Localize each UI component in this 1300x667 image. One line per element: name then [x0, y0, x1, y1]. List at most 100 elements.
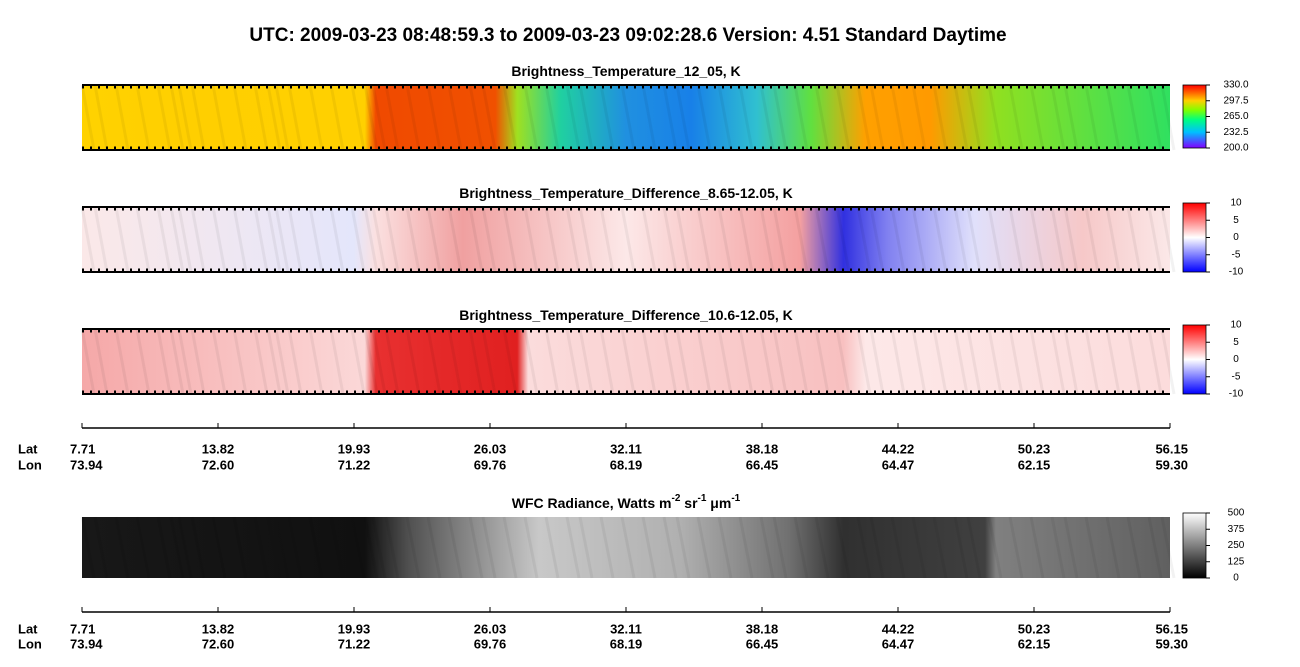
- texture: [814, 84, 830, 151]
- texture: [772, 206, 788, 273]
- lat-label: 50.23: [1018, 621, 1051, 636]
- texture: [253, 206, 269, 273]
- texture: [717, 206, 733, 273]
- texture: [966, 328, 982, 395]
- lat-label: 19.93: [338, 621, 371, 636]
- texture: [759, 84, 775, 151]
- texture: [481, 328, 497, 395]
- texture: [1147, 84, 1163, 151]
- texture: [1105, 516, 1121, 579]
- texture: [308, 206, 324, 273]
- texture: [620, 328, 636, 395]
- colorbar-label: 0: [1233, 232, 1239, 243]
- texture: [211, 84, 227, 151]
- texture: [93, 328, 109, 395]
- texture: [1029, 206, 1045, 273]
- texture: [405, 206, 421, 273]
- page-title: UTC: 2009-03-23 08:48:59.3 to 2009-03-23…: [249, 25, 1006, 46]
- texture: [190, 84, 206, 151]
- texture: [274, 84, 290, 151]
- texture: [363, 328, 379, 395]
- texture: [211, 206, 227, 273]
- lon-label: 68.19: [610, 636, 643, 651]
- texture: [662, 84, 678, 151]
- texture: [578, 516, 594, 579]
- texture: [1029, 84, 1045, 151]
- lon-label: 64.47: [882, 457, 915, 472]
- texture: [1008, 516, 1024, 579]
- title-superscript: -2: [671, 493, 680, 504]
- texture: [911, 84, 927, 151]
- swath-image: [82, 329, 1170, 394]
- texture: [578, 206, 594, 273]
- lon-label: 59.30: [1155, 636, 1188, 651]
- texture: [869, 516, 885, 579]
- texture: [1160, 84, 1176, 151]
- texture: [426, 84, 442, 151]
- texture: [135, 206, 151, 273]
- texture: [814, 206, 830, 273]
- title-text: Brightness_Temperature_12_05, K: [511, 63, 740, 79]
- texture: [662, 206, 678, 273]
- texture: [953, 84, 969, 151]
- texture: [266, 516, 282, 579]
- texture: [384, 206, 400, 273]
- texture: [502, 206, 518, 273]
- texture: [190, 516, 206, 579]
- colorbar-label: -5: [1232, 371, 1241, 382]
- colorbar-label: 5: [1233, 337, 1239, 348]
- texture: [523, 84, 539, 151]
- texture: [793, 206, 809, 273]
- panel-title: Brightness_Temperature_Difference_8.65-1…: [459, 185, 793, 201]
- texture: [232, 84, 248, 151]
- texture: [156, 206, 172, 273]
- texture: [1105, 206, 1121, 273]
- texture: [987, 206, 1003, 273]
- texture: [350, 328, 366, 395]
- texture: [80, 516, 96, 579]
- texture: [890, 84, 906, 151]
- texture: [1084, 516, 1100, 579]
- texture: [177, 328, 193, 395]
- texture: [911, 516, 927, 579]
- texture: [1008, 328, 1024, 395]
- lat-name: Lat: [18, 441, 38, 456]
- texture: [190, 328, 206, 395]
- texture: [738, 206, 754, 273]
- texture: [426, 328, 442, 395]
- texture: [384, 516, 400, 579]
- texture: [481, 84, 497, 151]
- texture: [1063, 84, 1079, 151]
- texture: [890, 206, 906, 273]
- texture: [717, 84, 733, 151]
- texture: [793, 84, 809, 151]
- colorbar-label: 375: [1228, 524, 1245, 535]
- texture: [363, 206, 379, 273]
- lon-name: Lon: [18, 636, 42, 651]
- lat-label: 7.71: [70, 621, 95, 636]
- lon-label: 66.45: [746, 457, 779, 472]
- texture: [599, 84, 615, 151]
- texture: [544, 84, 560, 151]
- texture: [966, 84, 982, 151]
- texture: [835, 206, 851, 273]
- texture: [523, 206, 539, 273]
- texture: [565, 84, 581, 151]
- texture: [620, 84, 636, 151]
- texture: [274, 206, 290, 273]
- texture: [835, 84, 851, 151]
- texture: [966, 516, 982, 579]
- texture: [1147, 328, 1163, 395]
- lat-label: 44.22: [882, 441, 915, 456]
- texture: [384, 328, 400, 395]
- colorbar-label: 0: [1233, 354, 1239, 365]
- texture: [1008, 206, 1024, 273]
- panel-title: WFC Radiance, Watts m-2 sr-1 μm-1: [512, 493, 741, 511]
- lat-label: 7.71: [70, 441, 95, 456]
- colorbar-label: 10: [1230, 320, 1242, 331]
- texture: [447, 328, 463, 395]
- lon-label: 69.76: [474, 457, 507, 472]
- texture: [1160, 206, 1176, 273]
- texture: [759, 206, 775, 273]
- texture: [717, 328, 733, 395]
